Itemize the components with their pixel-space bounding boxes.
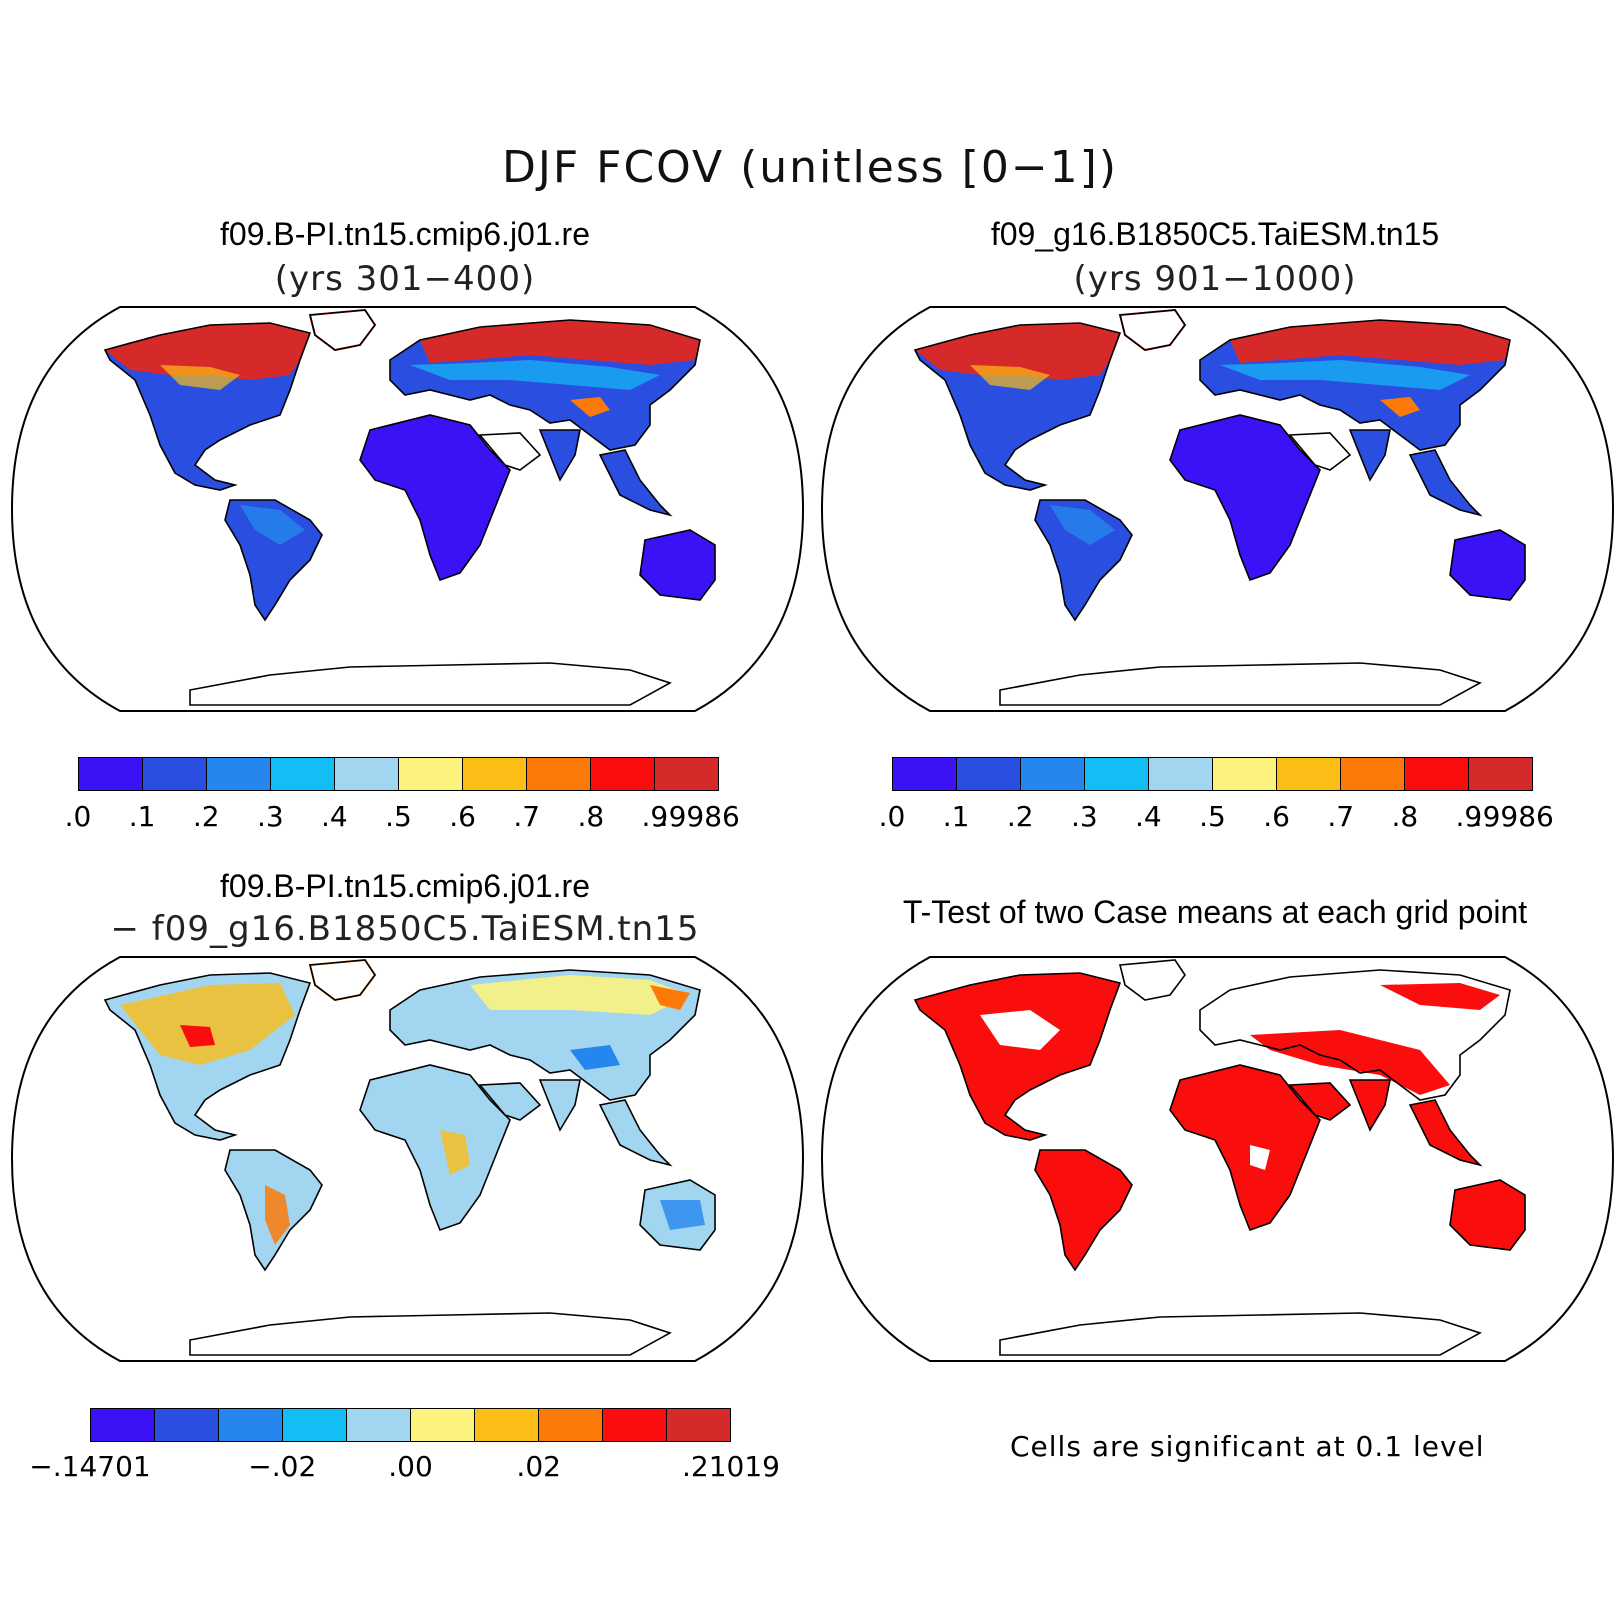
colorbar-tick-label: .9 [641,800,669,833]
panel-case-title: f09.B-PI.tn15.cmip6.j01.re [220,216,590,252]
colorbar-tick-label: .9986 [1473,800,1554,833]
colorbar-tick-label: .3 [1070,800,1098,833]
colorbar-fraction [892,757,1533,791]
colorbar-bin [283,1409,347,1441]
colorbar-labels: −.14701 −.02 .00 .02 .21019 [29,1450,780,1483]
panel-case-title: f09_g16.B1850C5.TaiESM.tn15 [990,216,1440,252]
colorbar-tick-label: .8 [1391,800,1419,833]
colorbar-bin [893,758,957,790]
colorbar-tick-label: .4 [321,800,348,833]
colorbar-tick-label: −.02 [248,1450,317,1483]
significance-note: Cells are significant at 0.1 level [1010,1430,1485,1463]
colorbar-tick-label: .1 [128,800,156,833]
panel-top-left: f09.B-PI.tn15.cmip6.j01.re (yrs 301−400)… [0,0,810,833]
colorbar-bin [1149,758,1213,790]
colorbar-tick-label: −.14701 [29,1450,151,1483]
colorbar-bin [79,758,143,790]
colorbar-tick-label: .21019 [682,1450,780,1483]
panel-top-right: f09_g16.B1850C5.TaiESM.tn15 (yrs 901−100… [810,0,1620,833]
colorbar-fraction [78,757,719,791]
world-map-fcov-case2 [820,305,1615,713]
colorbar-difference [90,1408,731,1442]
colorbar-tick-label: .4 [1135,800,1162,833]
colorbar-bin [347,1409,411,1441]
colorbar-bin [463,758,527,790]
colorbar-tick-label: .2 [192,800,220,833]
colorbar-tick-label: .0 [878,800,906,833]
world-map-ttest [820,955,1615,1363]
world-map-fcov-case1 [10,305,805,713]
colorbar-bin [155,1409,219,1441]
colorbar-bin [1341,758,1405,790]
colorbar-tick-label: .3 [256,800,284,833]
colorbar-tick-label: .9 [1455,800,1483,833]
colorbar-tick-label: .2 [1006,800,1034,833]
colorbar-bin [603,1409,667,1441]
panel-bottom-right: T-Test of two Case means at each grid po… [810,810,1620,1620]
colorbar-tick-label: .5 [1199,800,1226,833]
colorbar-bin [1021,758,1085,790]
colorbar-bin [475,1409,539,1441]
colorbar-labels: .0 .1 .2 .3 .4 .5 .6 .7 .8 .9 .9986 [879,800,1554,833]
colorbar-tick-label: .00 [388,1450,433,1483]
colorbar-bin [591,758,655,790]
ttest-title: T-Test of two Case means at each grid po… [902,894,1528,930]
colorbar-tick-label: .6 [449,800,476,833]
colorbar-bin [1277,758,1341,790]
colorbar-bin [143,758,207,790]
colorbar-bin [1213,758,1277,790]
panel-bottom-left: f09.B-PI.tn15.cmip6.j01.re − f09_g16.B18… [0,810,810,1620]
colorbar-bin [271,758,335,790]
colorbar-bin [1085,758,1149,790]
colorbar-tick-label: .9986 [659,800,740,833]
colorbar-tick-label: .0 [64,800,92,833]
colorbar-bin [1469,758,1532,790]
figure-title: DJF FCOV (unitless [0−1]) [501,142,1119,193]
colorbar-bin [207,758,271,790]
colorbar-bin [655,758,718,790]
colorbar-bin [91,1409,155,1441]
panel-years: (yrs 301−400) [274,259,536,299]
colorbar-tick-label: .8 [577,800,605,833]
colorbar-bin [335,758,399,790]
colorbar-labels: .0 .1 .2 .3 .4 .5 .6 .7 .8 .9 .9986 [65,800,740,833]
colorbar-bin [527,758,591,790]
colorbar-tick-label: .7 [1327,800,1355,833]
colorbar-tick-label: .6 [1263,800,1290,833]
world-map-difference [10,955,805,1363]
colorbar-tick-label: .1 [942,800,970,833]
colorbar-bin [411,1409,475,1441]
panel-case-title: f09.B-PI.tn15.cmip6.j01.re [220,868,590,904]
panel-minus-case: − f09_g16.B1850C5.TaiESM.tn15 [110,909,700,949]
colorbar-bin [219,1409,283,1441]
colorbar-bin [399,758,463,790]
colorbar-tick-label: .02 [516,1450,561,1483]
colorbar-bin [1405,758,1469,790]
colorbar-bin [539,1409,603,1441]
colorbar-bin [957,758,1021,790]
colorbar-tick-label: .7 [513,800,541,833]
colorbar-bin [667,1409,730,1441]
panel-years: (yrs 901−1000) [1073,259,1357,299]
colorbar-tick-label: .5 [385,800,412,833]
